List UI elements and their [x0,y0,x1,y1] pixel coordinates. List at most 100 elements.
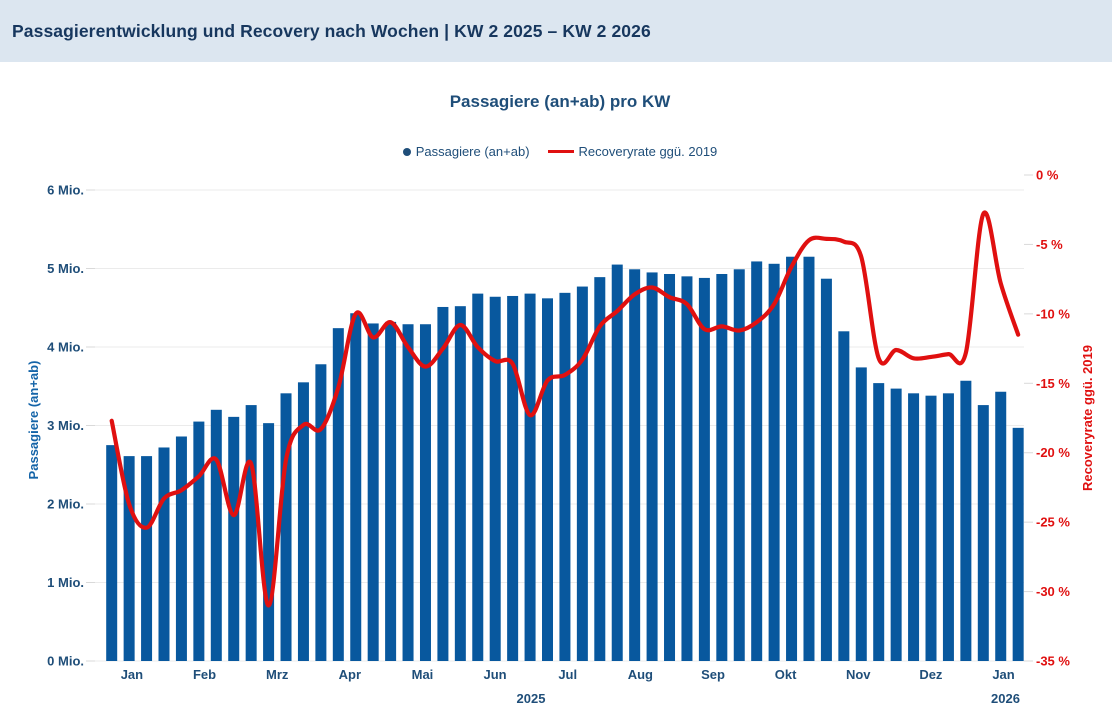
bar-kw-44[interactable] [838,331,850,661]
bar-kw-49[interactable] [925,395,937,661]
bar-kw-25[interactable] [507,295,519,661]
bar-kw-22[interactable] [454,306,466,661]
report-header: Passagierentwicklung und Recovery nach W… [0,0,1112,62]
recovery-line[interactable] [109,210,1021,608]
bar-kw-1[interactable] [995,391,1007,661]
bar-kw-7[interactable] [193,421,205,661]
bar-kw-2[interactable] [106,445,118,661]
bar-kw-12[interactable] [280,393,292,661]
bar-kw-17[interactable] [367,323,379,661]
y-axis-right-tick-label: -30 % [1036,584,1070,599]
bar-kw-51[interactable] [960,380,972,661]
axis-labels: 0 Mio. 1 Mio. 2 Mio. 3 Mio. 4 Mio. 5 Mio. 6 Mi… [26,168,1095,707]
bar-kw-31[interactable] [611,264,623,661]
x-axis-month-label: Feb [193,667,216,682]
combo-chart: 0 Mio. 1 Mio. 2 Mio. 3 Mio. 4 Mio. 5 Mio. 6 Mi… [26,168,1095,707]
y-axis-right-tick-label: -20 % [1036,445,1070,460]
bar-kw-4[interactable] [141,456,153,661]
bar-kw-41[interactable] [786,256,798,661]
bar-kw-29[interactable] [576,286,588,661]
bar-kw-28[interactable] [559,292,571,661]
bar-kw-35[interactable] [681,276,693,661]
recovery-line-group [109,210,1021,608]
bar-kw-46[interactable] [873,383,885,661]
y-axis-left-tick-label: 0 Mio. [47,654,84,669]
y-axis-right-tick-label: -10 % [1036,306,1070,321]
bar-kw-2[interactable] [1012,427,1024,661]
bar-kw-39[interactable] [751,261,763,661]
x-axis-month-label: Dez [919,667,943,682]
y-axis-right-title: Recoveryrate ggü. 2019 [1080,345,1095,491]
x-axis-month-label: Apr [339,667,361,682]
bar-kw-50[interactable] [942,393,954,661]
bar-kw-23[interactable] [472,293,484,661]
y-axis-left-tick-label: 2 Mio. [47,497,84,512]
legend-item-passagiere[interactable]: Passagiere (an+ab) [402,144,530,159]
bars-group [106,256,1024,661]
bar-kw-19[interactable] [402,324,414,661]
line-series-marker-icon [547,150,574,153]
bar-kw-32[interactable] [629,269,641,661]
y-axis-left-tick-label: 4 Mio. [47,340,84,355]
bar-kw-18[interactable] [385,321,397,661]
bar-kw-45[interactable] [855,367,867,661]
bar-kw-24[interactable] [489,296,501,661]
bar-kw-3[interactable] [123,456,135,661]
bar-kw-8[interactable] [210,409,222,661]
bar-kw-47[interactable] [890,388,902,661]
bar-kw-38[interactable] [733,269,745,661]
legend-label-passagiere: Passagiere (an+ab) [415,144,530,159]
bar-kw-36[interactable] [698,277,710,661]
bar-kw-14[interactable] [315,364,327,661]
bar-kw-42[interactable] [803,256,815,661]
bar-kw-15[interactable] [332,328,344,661]
bar-kw-37[interactable] [716,273,728,661]
bar-kw-13[interactable] [297,382,309,661]
chart-legend: Passagiere (an+ab) Recoveryrate ggü. 201… [0,144,1112,159]
bar-kw-27[interactable] [542,298,553,661]
bar-kw-30[interactable] [594,277,606,661]
bar-kw-5[interactable] [158,447,170,661]
y-axis-right-tick-label: 0 % [1036,168,1059,183]
x-axis-month-label: Aug [628,667,653,682]
bar-kw-10[interactable] [245,405,257,661]
x-axis-month-label: Sep [701,667,725,682]
legend-label-recoveryrate: Recoveryrate ggü. 2019 [578,144,718,159]
y-axis-left-tick-label: 6 Mio. [47,183,84,198]
bar-kw-48[interactable] [908,393,920,661]
bar-kw-33[interactable] [646,272,658,661]
x-axis-month-label: Jan [121,667,143,682]
bar-series-marker-icon [402,147,411,156]
bar-kw-9[interactable] [228,416,240,661]
x-axis-month-label: Okt [775,667,797,682]
bar-kw-11[interactable] [263,423,275,661]
bar-kw-43[interactable] [820,278,832,661]
y-axis-right-tick-label: -25 % [1036,515,1070,530]
bar-kw-20[interactable] [419,324,431,661]
legend-item-recoveryrate[interactable]: Recoveryrate ggü. 2019 [547,144,718,159]
x-axis-month-label: Jun [484,667,507,682]
bar-kw-21[interactable] [437,306,449,661]
y-axis-left-title: Passagiere (an+ab) [26,361,41,480]
y-axis-left-tick-label: 5 Mio. [47,261,84,276]
bar-kw-6[interactable] [175,436,187,661]
y-axis-left-tick-label: 3 Mio. [47,418,84,433]
bar-kw-52[interactable] [977,405,989,661]
y-axis-right-tick-label: -35 % [1036,654,1070,669]
chart-title: Passagiere (an+ab) pro KW [449,92,671,111]
bar-kw-34[interactable] [664,273,676,661]
x-axis-month-label: Mai [412,667,434,682]
x-axis-year-label: 2025 [517,691,546,706]
x-axis-month-label: Jan [992,667,1014,682]
x-axis-month-label: Nov [846,667,871,682]
report-title: Passagierentwicklung und Recovery nach W… [12,20,651,41]
bar-kw-40[interactable] [768,263,780,661]
x-axis-year-label: 2026 [991,691,1020,706]
y-axis-left-tick-label: 1 Mio. [47,575,84,590]
y-axis-right-tick-label: -5 % [1036,237,1063,252]
x-axis-month-label: Mrz [266,667,289,682]
x-axis-month-label: Jul [558,667,577,682]
bar-kw-26[interactable] [524,293,536,661]
bar-kw-16[interactable] [350,313,362,661]
